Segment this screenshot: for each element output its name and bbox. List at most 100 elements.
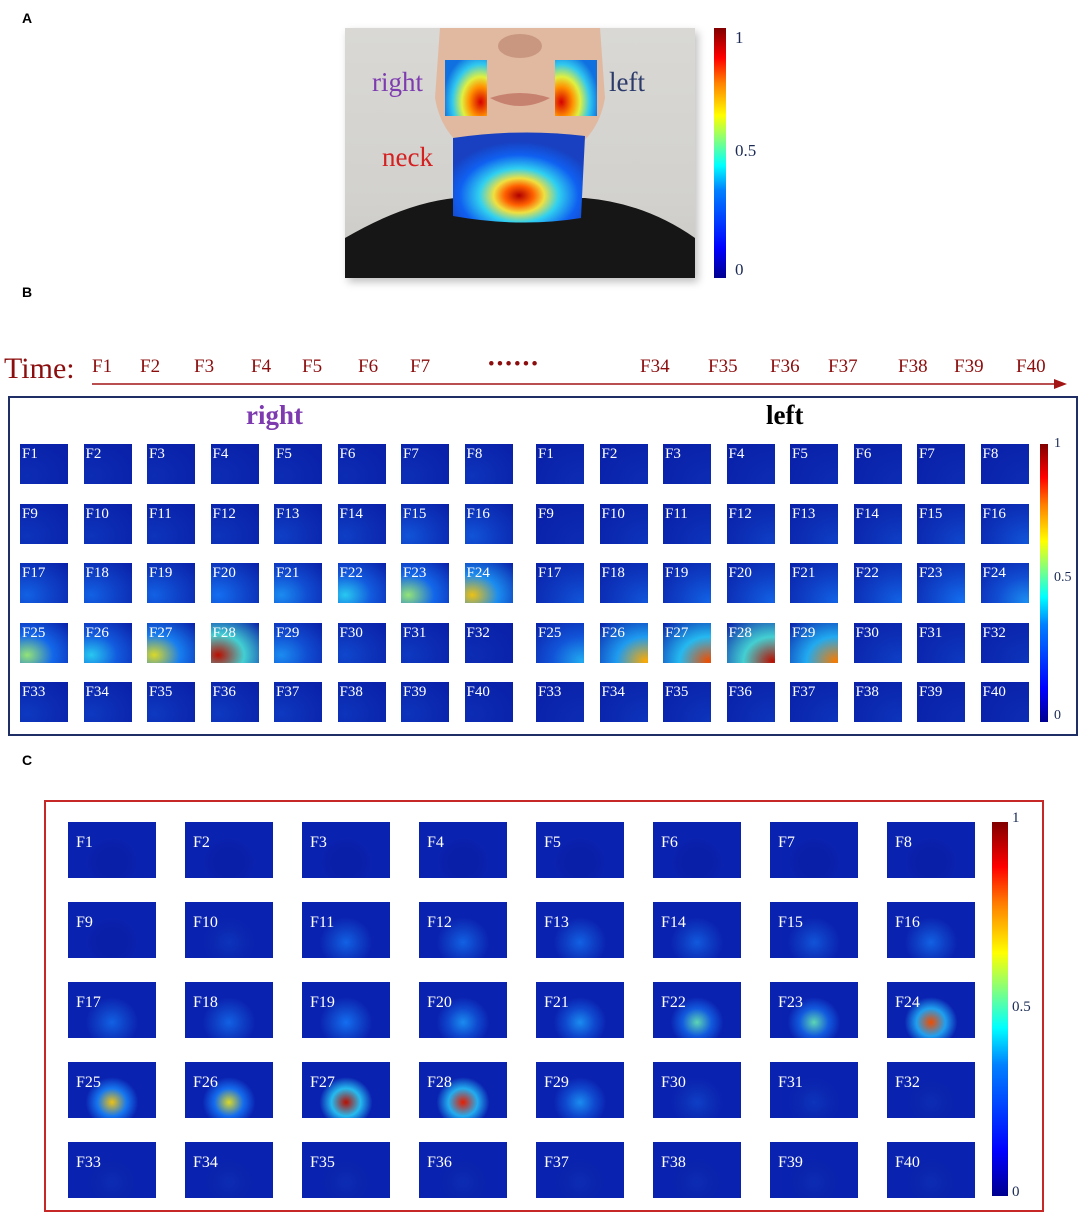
heatmap-cell-right-f25: F25 — [20, 622, 68, 663]
heatmap-cell-right-f26: F26 — [83, 622, 132, 663]
frame-label: F29 — [544, 1074, 569, 1091]
heatmap-cell-neck-f29: F29 — [536, 1062, 624, 1118]
frame-label: F23 — [919, 565, 943, 581]
time-frame-f34: F34 — [640, 356, 670, 377]
heatmap-cell-left-f25: F25 — [536, 622, 584, 663]
frame-label: F10 — [193, 914, 218, 931]
heatmap-cell-left-f26: F26 — [599, 622, 648, 663]
heatmap-cell-right-f12: F12 — [210, 503, 259, 544]
heatmap-cell-left-f11: F11 — [663, 503, 711, 544]
heatmap-cell-neck-f5: F5 — [536, 822, 624, 878]
heatmap-cell-neck-f23: F23 — [770, 982, 858, 1038]
frame-label: F5 — [544, 834, 561, 851]
heatmap-cell-right-f2: F2 — [83, 444, 132, 484]
time-frame-f2: F2 — [140, 356, 161, 377]
heatmap-cell-right-f20: F20 — [210, 563, 259, 603]
heatmap-cell-left-f17: F17 — [536, 563, 584, 603]
frame-label: F38 — [855, 684, 879, 700]
frame-label: F15 — [403, 505, 427, 522]
heatmap-cell-right-f27: F27 — [147, 622, 195, 663]
heatmap-cell-neck-f32: F32 — [887, 1062, 975, 1118]
frame-label: F20 — [212, 565, 236, 581]
frame-label: F28 — [427, 1074, 452, 1091]
heatmap-cell-neck-f13: F13 — [536, 902, 624, 958]
heatmap-cell-neck-f27: F27 — [302, 1062, 390, 1118]
heatmap-cell-right-f19: F19 — [147, 563, 195, 603]
frame-label: F28 — [212, 624, 236, 641]
heatmap-cell-neck-f19: F19 — [302, 982, 390, 1038]
frame-label: F4 — [728, 446, 745, 462]
frame-label: F27 — [665, 624, 689, 641]
frame-label: F23 — [403, 565, 427, 581]
heatmap-cell-neck-f40: F40 — [887, 1142, 975, 1198]
frame-label: F21 — [544, 994, 569, 1011]
left-side-title: left — [766, 400, 804, 430]
time-arrow — [92, 379, 1067, 389]
panel-b-letter: B — [22, 284, 33, 300]
colorbar-a — [714, 28, 726, 278]
heatmap-cell-neck-f10: F10 — [185, 902, 273, 958]
frame-label: F40 — [895, 1154, 920, 1171]
frame-label: F17 — [538, 565, 562, 581]
frame-label: F2 — [85, 446, 102, 462]
frame-label: F22 — [855, 565, 879, 581]
colorbar-c-tick-mid: 0.5 — [1012, 999, 1031, 1015]
frame-label: F22 — [339, 565, 363, 581]
heatmap-cell-left-f13: F13 — [790, 503, 838, 544]
heatmap-cell-right-f6: F6 — [337, 444, 386, 484]
frame-label: F31 — [403, 624, 427, 641]
heatmap-cell-left-f10: F10 — [599, 503, 648, 544]
colorbar-a-tick-mid: 0.5 — [735, 141, 757, 160]
colorbar-b — [1040, 444, 1048, 722]
heatmap-cell-left-f7: F7 — [917, 444, 965, 484]
frame-label: F18 — [193, 994, 218, 1011]
frame-label: F22 — [661, 994, 686, 1011]
frame-label: F2 — [601, 446, 618, 462]
heatmap-cell-left-f30: F30 — [853, 622, 902, 663]
heatmap-cell-left-f9: F9 — [536, 503, 584, 544]
heatmap-cell-right-f40: F40 — [464, 682, 513, 722]
frame-label: F18 — [601, 565, 625, 581]
heatmap-cell-neck-f15: F15 — [770, 902, 858, 958]
frame-label: F7 — [403, 446, 419, 462]
frame-label: F35 — [149, 684, 173, 700]
heatmap-cell-left-f32: F32 — [980, 622, 1029, 663]
frame-label: F14 — [661, 914, 686, 931]
heatmap-cell-neck-f11: F11 — [302, 902, 390, 958]
heatmap-cell-right-f18: F18 — [83, 563, 132, 603]
frame-label: F23 — [778, 994, 803, 1011]
frame-label: F13 — [792, 505, 816, 522]
frame-label: F8 — [466, 446, 483, 462]
frame-label: F25 — [76, 1074, 101, 1091]
heatmap-cell-right-f33: F33 — [20, 682, 68, 722]
frame-label: F3 — [665, 446, 681, 462]
frame-label: F5 — [276, 446, 292, 462]
frame-label: F9 — [22, 505, 38, 522]
frame-label: F33 — [22, 684, 46, 700]
heatmap-cell-neck-f21: F21 — [536, 982, 624, 1038]
heatmap-cell-left-f20: F20 — [726, 563, 775, 603]
frame-label: F33 — [538, 684, 562, 700]
heatmap-cell-right-f37: F37 — [274, 682, 322, 722]
frame-label: F6 — [661, 834, 678, 851]
heatmap-cell-right-f16: F16 — [464, 503, 513, 544]
frame-label: F3 — [149, 446, 165, 462]
frame-label: F6 — [855, 446, 872, 462]
heatmap-cell-right-f14: F14 — [337, 503, 386, 544]
heatmap-cell-neck-f38: F38 — [653, 1142, 741, 1198]
heatmap-cell-neck-f24: F24 — [887, 982, 975, 1038]
frame-label: F21 — [792, 565, 816, 581]
frame-label: F34 — [193, 1154, 218, 1171]
frame-label: F26 — [85, 624, 109, 641]
heatmap-cell-right-f39: F39 — [401, 682, 449, 722]
heatmap-cell-neck-f26: F26 — [185, 1062, 273, 1118]
frame-label: F16 — [895, 914, 920, 931]
frame-label: F17 — [76, 994, 101, 1011]
heatmap-cell-neck-f2: F2 — [185, 822, 273, 878]
frame-label: F14 — [339, 505, 363, 522]
frame-label: F36 — [728, 684, 752, 700]
heatmap-cell-left-f21: F21 — [790, 563, 838, 603]
heatmap-cell-right-f5: F5 — [274, 444, 322, 484]
heatmap-cell-right-f30: F30 — [337, 622, 386, 663]
heatmap-cell-neck-f39: F39 — [770, 1142, 858, 1198]
